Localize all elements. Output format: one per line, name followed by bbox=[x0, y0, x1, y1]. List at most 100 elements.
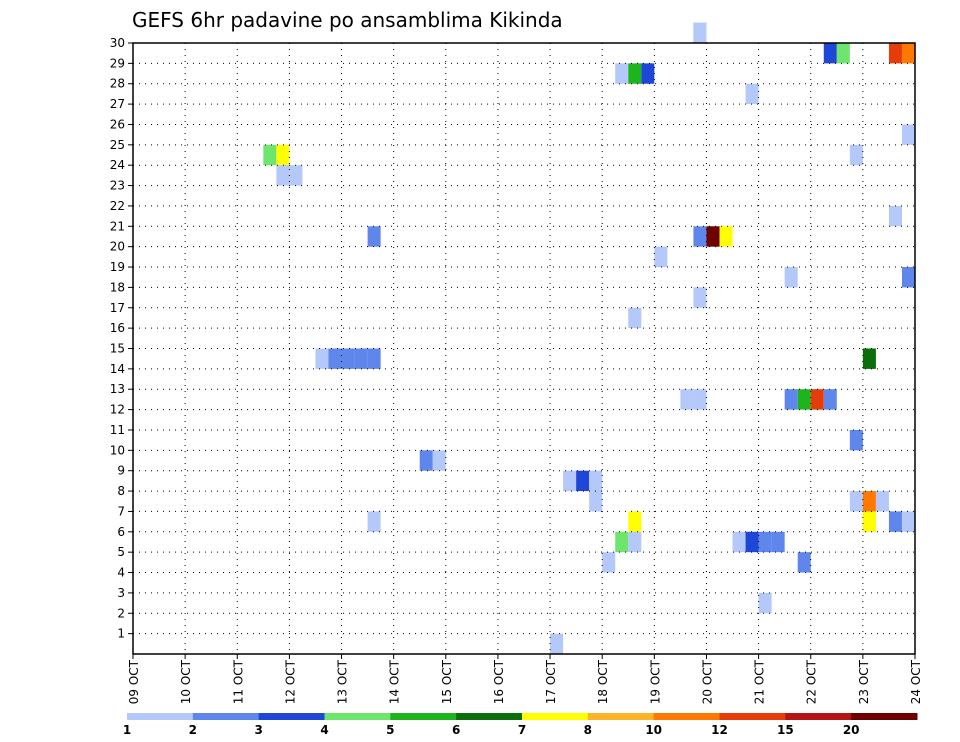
precip-cell bbox=[797, 389, 811, 410]
colorbar-segment bbox=[719, 713, 786, 720]
precip-cell bbox=[888, 205, 902, 227]
x-tick-label: 20 OCT bbox=[700, 659, 714, 704]
colorbar-label: 12 bbox=[711, 723, 728, 737]
y-tick-label: 5 bbox=[117, 545, 125, 559]
precip-cell bbox=[862, 511, 876, 532]
precip-cell bbox=[602, 552, 616, 573]
colorbar-label: 2 bbox=[189, 723, 197, 737]
y-tick-label: 24 bbox=[110, 158, 125, 172]
precip-cell bbox=[888, 511, 902, 532]
colorbar-label: 7 bbox=[518, 723, 526, 737]
y-tick-label: 2 bbox=[117, 606, 125, 620]
precip-cell bbox=[563, 470, 577, 492]
precip-cell bbox=[276, 165, 290, 186]
precip-cell bbox=[745, 531, 759, 553]
y-tick-label: 1 bbox=[117, 627, 125, 641]
data-cells bbox=[263, 22, 915, 654]
colorbar-label: 4 bbox=[320, 723, 328, 737]
precip-cell bbox=[263, 144, 277, 166]
precip-cell bbox=[888, 43, 902, 64]
y-tick-label: 19 bbox=[110, 260, 125, 274]
precip-cell bbox=[550, 633, 564, 654]
x-tick-label: 16 OCT bbox=[492, 659, 506, 704]
colorbar-segment bbox=[456, 713, 523, 720]
y-tick-label: 8 bbox=[117, 484, 125, 498]
y-tick-label: 3 bbox=[117, 586, 125, 600]
precip-cell bbox=[784, 267, 798, 288]
y-tick-label: 30 bbox=[110, 36, 125, 50]
precip-cell bbox=[628, 531, 642, 553]
colorbar-segment bbox=[851, 713, 918, 720]
precip-cell bbox=[289, 165, 303, 186]
precip-cell bbox=[693, 22, 707, 43]
x-tick-label: 21 OCT bbox=[753, 659, 767, 704]
precip-cell bbox=[797, 552, 811, 573]
y-tick-label: 29 bbox=[110, 56, 125, 70]
y-tick-label: 22 bbox=[110, 199, 125, 213]
x-tick-label: 19 OCT bbox=[648, 659, 662, 704]
precip-cell bbox=[628, 307, 642, 329]
precip-cell bbox=[654, 246, 668, 268]
y-tick-label: 15 bbox=[110, 342, 125, 356]
colorbar-label: 8 bbox=[584, 723, 592, 737]
precip-cell bbox=[628, 511, 642, 532]
precip-cell bbox=[758, 592, 772, 614]
x-tick-label: 18 OCT bbox=[596, 659, 610, 704]
precip-cell bbox=[328, 348, 342, 369]
x-axis: 09 OCT 10 OCT 11 OCT 12 OCT 13 OCT 14 OCT 15 O… bbox=[127, 654, 923, 704]
precip-cell bbox=[589, 470, 603, 492]
chart-title: GEFS 6hr padavine po ansamblima Kikinda bbox=[132, 8, 563, 32]
y-tick-label: 16 bbox=[110, 321, 125, 335]
precip-cell bbox=[875, 491, 889, 512]
y-tick-label: 14 bbox=[110, 362, 125, 376]
precip-cell bbox=[367, 226, 381, 247]
colorbar-segment bbox=[127, 713, 194, 720]
x-tick-label: 24 OCT bbox=[909, 659, 923, 704]
precip-cell bbox=[758, 531, 772, 553]
y-tick-label: 10 bbox=[110, 443, 125, 457]
x-tick-label: 10 OCT bbox=[179, 659, 193, 704]
colorbar-label: 1 bbox=[123, 723, 131, 737]
y-tick-label: 28 bbox=[110, 77, 125, 91]
precip-cell bbox=[315, 348, 329, 369]
precip-cell bbox=[901, 124, 915, 145]
x-tick-label: 13 OCT bbox=[336, 659, 350, 704]
precip-cell bbox=[367, 348, 381, 369]
precip-cell bbox=[680, 389, 694, 410]
precip-cell bbox=[615, 63, 629, 84]
precip-cell bbox=[706, 226, 720, 247]
colorbar-label: 3 bbox=[254, 723, 262, 737]
precip-cell bbox=[823, 43, 837, 64]
x-tick-label: 23 OCT bbox=[857, 659, 871, 704]
x-tick-label: 11 OCT bbox=[231, 659, 245, 704]
precip-cell bbox=[732, 531, 746, 553]
x-tick-label: 17 OCT bbox=[544, 659, 558, 704]
y-tick-label: 13 bbox=[110, 382, 125, 396]
colorbar-label: 10 bbox=[645, 723, 662, 737]
precip-cell bbox=[901, 267, 915, 288]
y-tick-label: 18 bbox=[110, 280, 125, 294]
precip-cell bbox=[693, 226, 707, 247]
precip-cell bbox=[810, 389, 824, 410]
y-tick-label: 23 bbox=[110, 179, 125, 193]
y-tick-label: 12 bbox=[110, 403, 125, 417]
precip-cell bbox=[862, 348, 876, 369]
colorbar-legend: 1 2 3 4 5 6 7 8 10 12 15 20 bbox=[123, 713, 918, 737]
precip-cell bbox=[615, 531, 629, 553]
precip-cell bbox=[849, 491, 863, 512]
y-tick-label: 25 bbox=[110, 138, 125, 152]
precip-cell bbox=[849, 144, 863, 166]
precip-cell bbox=[354, 348, 368, 369]
x-tick-label: 12 OCT bbox=[283, 659, 297, 704]
precip-cell bbox=[823, 389, 837, 410]
colorbar-segment bbox=[390, 713, 457, 720]
colorbar-segment bbox=[785, 713, 852, 720]
precip-cell bbox=[276, 144, 290, 166]
colorbar-label: 15 bbox=[777, 723, 794, 737]
precip-cell bbox=[784, 389, 798, 410]
precip-cell bbox=[641, 63, 655, 84]
x-tick-label: 15 OCT bbox=[440, 659, 454, 704]
precip-cell bbox=[862, 491, 876, 512]
precip-cell bbox=[719, 226, 733, 247]
